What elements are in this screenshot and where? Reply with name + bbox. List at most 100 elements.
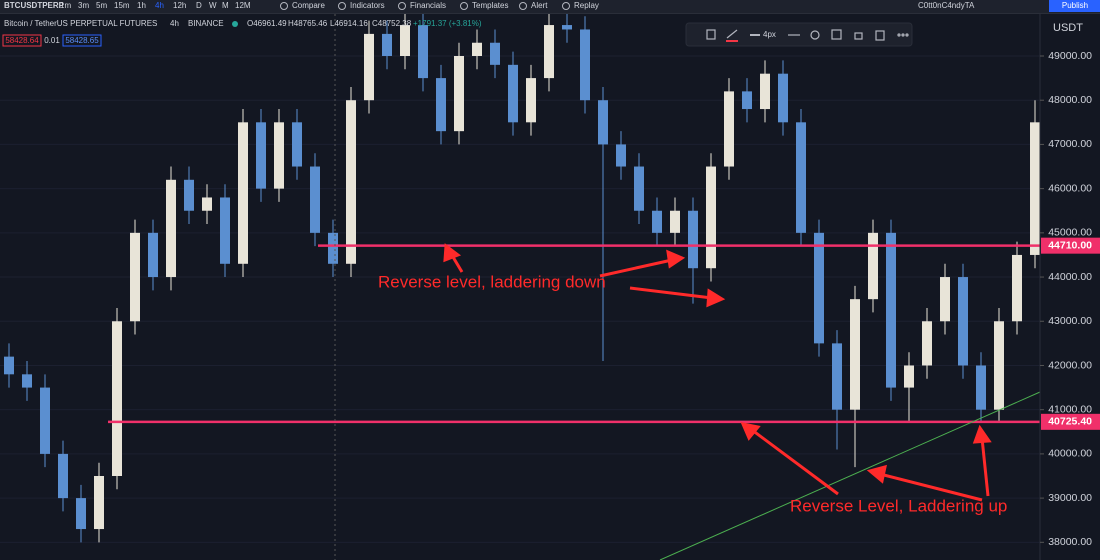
level-label: 40725.40 [1048, 416, 1092, 428]
arrows [443, 243, 992, 502]
tool-icon[interactable] [905, 33, 909, 37]
ask[interactable]: 58428.65 [65, 36, 99, 45]
toolbar-button[interactable]: Indicators [350, 1, 385, 10]
candle-body [382, 33, 392, 56]
y-tick-label: 47000.00 [1048, 138, 1092, 150]
candle-body [22, 374, 32, 388]
interval[interactable]: 5m [96, 1, 107, 10]
tool-icon[interactable] [897, 33, 901, 37]
candle-body [526, 78, 536, 123]
trend-line [659, 391, 1041, 560]
interval[interactable]: 15m [114, 1, 130, 10]
legend-interval: 4h [170, 19, 179, 28]
interval[interactable]: 4h [155, 1, 164, 10]
bid[interactable]: 58428.64 [5, 36, 39, 45]
button-icon[interactable] [519, 2, 527, 10]
status-dot [232, 21, 238, 27]
toolbar-button[interactable]: Compare [292, 1, 325, 10]
interval[interactable]: D [196, 1, 202, 10]
level-tag [1041, 413, 1100, 430]
tool-icon[interactable] [875, 30, 885, 41]
axis-labels: 38000.00 39000.00 40000.00 41000.00 42000.00… [1040, 50, 1100, 548]
candle-body [202, 197, 212, 211]
candle-body [112, 321, 122, 476]
arrow-head [666, 249, 686, 269]
button-icon[interactable] [338, 2, 346, 10]
toolbar-button[interactable]: Financials [410, 1, 446, 10]
symbol[interactable]: BTCUSDTPERP [4, 1, 65, 10]
candle-body [472, 42, 482, 56]
interval[interactable]: 12h [173, 1, 186, 10]
interval[interactable]: 3m [78, 1, 89, 10]
candle-body [760, 73, 770, 110]
toolbar-button[interactable]: Templates [472, 1, 508, 10]
line-width[interactable]: 4px [763, 30, 776, 39]
interval[interactable]: 1h [137, 1, 146, 10]
toolbar-button[interactable]: Alert [531, 1, 548, 10]
button-icon[interactable] [460, 2, 468, 10]
candle-body [238, 122, 248, 264]
button-icon[interactable] [280, 2, 288, 10]
tool-icon[interactable] [726, 29, 738, 39]
interval[interactable]: M [222, 1, 229, 10]
candle-body [688, 210, 698, 269]
publish-label[interactable]: Publish [1062, 1, 1088, 10]
arrow [879, 472, 983, 502]
arrow-head [706, 288, 726, 308]
interval[interactable]: 12M [235, 1, 251, 10]
arrow-head [972, 424, 992, 444]
candle-body [814, 232, 824, 344]
legend-low: L46914.16 [330, 19, 368, 28]
candle-body [4, 356, 14, 375]
candle-body [832, 343, 842, 410]
bid-box[interactable] [2, 34, 42, 47]
candle-body [886, 232, 896, 388]
candle-body [94, 476, 104, 530]
candle-body [670, 210, 680, 233]
tool-icon[interactable] [854, 32, 863, 40]
ask-box[interactable] [62, 34, 102, 47]
user[interactable]: C0tt0nC4ndyTA [918, 1, 975, 10]
candle-body [976, 365, 986, 410]
interval[interactable]: W [209, 1, 217, 10]
candle-body [508, 64, 518, 123]
plot [0, 11, 1040, 543]
button-icon[interactable] [398, 2, 406, 10]
drawing-tools [706, 29, 909, 42]
y-tick-label: 40000.00 [1048, 448, 1092, 460]
y-tick-label: 48000.00 [1048, 94, 1092, 106]
candle-body [796, 122, 806, 233]
tool-icon[interactable] [901, 33, 905, 37]
interval[interactable]: 1m [60, 1, 71, 10]
annotation: Reverse Level, Laddering up [790, 496, 1007, 515]
candle-body [868, 232, 878, 300]
candle-body [256, 122, 266, 189]
y-tick-label: 46000.00 [1048, 182, 1092, 194]
candle-body [40, 387, 50, 454]
candle-body [724, 91, 734, 167]
candle-body [166, 179, 176, 278]
candle-body [958, 277, 968, 366]
arrow [751, 428, 839, 496]
symbol-title: Bitcoin / TetherUS PERPETUAL FUTURES [4, 19, 157, 28]
tool-icon[interactable] [810, 30, 820, 40]
publish-button[interactable] [1049, 0, 1100, 12]
y-tick-label: 39000.00 [1048, 492, 1092, 504]
y-tick-label: 42000.00 [1048, 359, 1092, 371]
button-icon[interactable] [562, 2, 570, 10]
candle-body [1030, 122, 1040, 255]
toolbar-button[interactable]: Replay [574, 1, 599, 10]
candle-body [184, 179, 194, 211]
arrow [980, 437, 990, 497]
candle-body [310, 166, 320, 233]
legend-close: C48752.38 [372, 19, 412, 28]
price-axis [1040, 14, 1100, 560]
tool-icon[interactable] [706, 29, 716, 40]
y-tick-label: 43000.00 [1048, 315, 1092, 327]
candle-body [598, 100, 608, 145]
level-tag [1041, 237, 1100, 254]
candle-body [850, 299, 860, 410]
candle-body [76, 498, 86, 530]
tool-icon[interactable] [831, 29, 842, 40]
